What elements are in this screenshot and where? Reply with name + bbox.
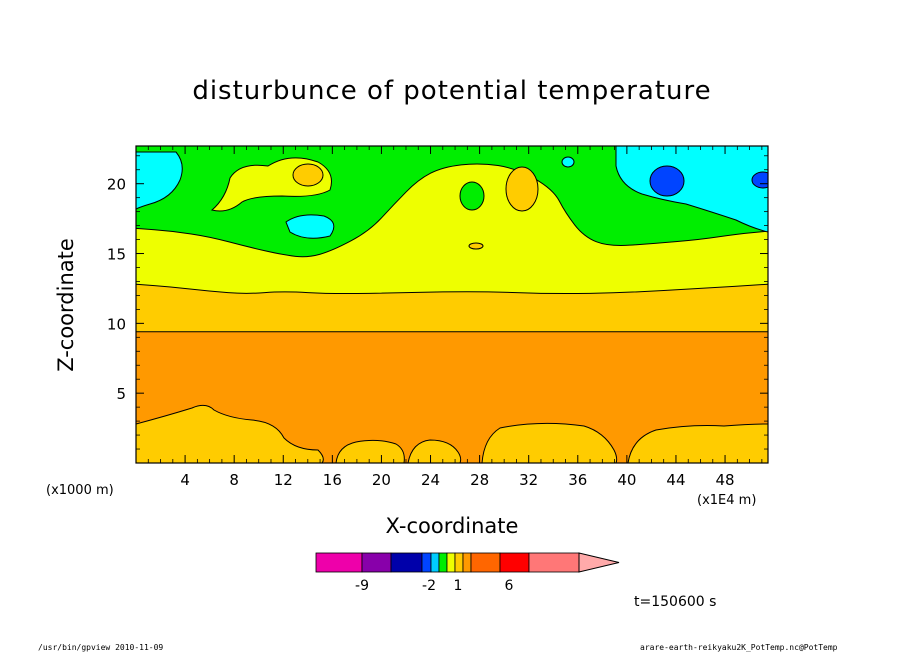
y-tick-label: 5 (116, 385, 126, 403)
bottom-yellow-band (136, 404, 324, 463)
bottom-bump-d (627, 423, 768, 463)
colorbar-swatch-10 (499, 552, 530, 573)
colorbar-swatch-11 (528, 552, 580, 573)
x-unit-label: (x1000 m) (46, 483, 114, 498)
colorbar: -9 -2 1 6 (315, 552, 620, 594)
chart-title: disturbunce of potential temperature (192, 76, 712, 106)
colorbar-swatch-1 (361, 552, 392, 573)
cyan-region-right (615, 146, 768, 233)
colorbar-label: -2 (422, 578, 436, 594)
blue-spot-b (751, 171, 768, 189)
orange-spot-b (505, 166, 539, 212)
x-tick-label: 20 (372, 471, 391, 489)
contour-features (136, 146, 768, 463)
y-tick-label: 10 (107, 315, 126, 333)
colorbar-swatch-8 (462, 552, 472, 573)
x-tick-label: 24 (421, 471, 440, 489)
footer-right: arare-earth-reikyaku2K_PotTemp.nc@PotTem… (640, 643, 838, 652)
plot-area (136, 146, 768, 463)
cyan-region-left (136, 151, 183, 210)
x-scale-label: (x1E4 m) (697, 493, 757, 508)
blue-spot-a (649, 165, 685, 197)
y-tick-label: 15 (107, 246, 126, 264)
colorbar-swatch-9 (470, 552, 501, 573)
x-tick-label: 28 (470, 471, 489, 489)
colorbar-label: 6 (505, 578, 514, 594)
x-tick-label: 4 (180, 471, 190, 489)
contour-band-2 (136, 331, 768, 463)
cyan-spot-a (285, 214, 335, 239)
y-tick-label: 20 (107, 176, 126, 194)
bottom-bump-b (407, 439, 462, 463)
x-tick-label: 16 (323, 471, 342, 489)
colorbar-label: 1 (454, 578, 463, 594)
colorbar-swatch-3 (421, 552, 432, 573)
x-tick-label: 36 (568, 471, 587, 489)
bottom-bump-c (481, 422, 618, 463)
x-tick-label: 48 (716, 471, 735, 489)
colorbar-swatch-0 (315, 552, 363, 573)
x-axis-label: X-coordinate (385, 514, 519, 538)
plot-frame (135, 145, 769, 464)
colorbar-swatch-4 (430, 552, 440, 573)
bottom-bump-a (335, 439, 405, 463)
footer-left: /usr/bin/gpview 2010-11-09 (38, 643, 164, 652)
x-tick-label: 40 (617, 471, 636, 489)
colorbar-label: -9 (355, 578, 369, 594)
x-tick-label: 12 (274, 471, 293, 489)
colorbar-arrow (578, 552, 620, 573)
colorbar-swatch-6 (446, 552, 456, 573)
colorbar-swatch-2 (390, 552, 423, 573)
x-tick-label: 44 (666, 471, 685, 489)
x-tick-label: 32 (519, 471, 538, 489)
orange-spot-a (292, 163, 324, 187)
colorbar-swatch-5 (438, 552, 448, 573)
time-label: t=150600 s (634, 594, 717, 610)
green-spot-a (459, 181, 485, 211)
colorbar-swatch-7 (454, 552, 464, 573)
x-tick-label: 8 (229, 471, 239, 489)
cyan-spot-small (561, 156, 575, 168)
small-contour-loop (468, 242, 484, 250)
